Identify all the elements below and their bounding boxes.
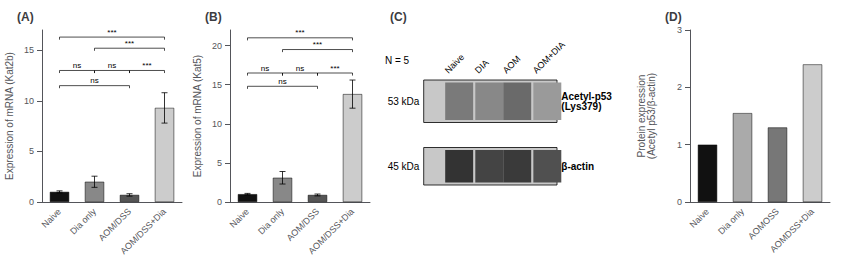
svg-text:***: *** xyxy=(142,61,151,70)
svg-text:10: 10 xyxy=(24,96,34,106)
svg-text:AOMOSS: AOMOSS xyxy=(746,206,781,241)
svg-text:Naive: Naive xyxy=(688,206,711,229)
svg-text:Dia only: Dia only xyxy=(68,206,98,236)
svg-text:Protein expression: Protein expression xyxy=(635,74,647,158)
svg-text:(B): (B) xyxy=(205,10,222,24)
svg-text:(A): (A) xyxy=(17,10,34,24)
svg-text:ns: ns xyxy=(73,61,81,70)
svg-text:53 kDa: 53 kDa xyxy=(388,96,420,107)
svg-text:***: *** xyxy=(107,28,116,37)
svg-text:Naive: Naive xyxy=(40,206,63,229)
svg-text:Naive: Naive xyxy=(228,206,251,229)
svg-text:***: *** xyxy=(295,28,304,37)
svg-text:ns: ns xyxy=(90,76,98,85)
svg-text:AOM/DSS: AOM/DSS xyxy=(97,206,133,242)
svg-text:3: 3 xyxy=(677,25,682,35)
svg-text:5: 5 xyxy=(29,146,34,156)
svg-text:β-actin: β-actin xyxy=(561,161,594,172)
svg-text:AOM/DSS+Dia: AOM/DSS+Dia xyxy=(306,206,356,256)
svg-text:Naive: Naive xyxy=(443,52,466,75)
svg-text:N = 5: N = 5 xyxy=(385,55,410,66)
svg-text:15: 15 xyxy=(24,45,34,55)
svg-text:ns: ns xyxy=(108,61,116,70)
svg-text:(D): (D) xyxy=(665,10,682,24)
svg-text:2: 2 xyxy=(677,82,682,92)
svg-text:ns: ns xyxy=(261,64,269,73)
svg-text:Expression of mRNA (Kat5): Expression of mRNA (Kat5) xyxy=(192,55,203,177)
svg-text:AOM: AOM xyxy=(501,54,523,76)
svg-text:0: 0 xyxy=(217,197,222,207)
svg-text:(Acetyl p53/β-actin): (Acetyl p53/β-actin) xyxy=(646,73,657,159)
svg-text:***: *** xyxy=(125,39,134,48)
svg-text:45 kDa: 45 kDa xyxy=(388,161,420,172)
svg-text:Acetyl-p53: Acetyl-p53 xyxy=(561,90,612,102)
svg-text:ns: ns xyxy=(296,64,304,73)
svg-text:(Lys379): (Lys379) xyxy=(561,101,601,112)
svg-text:0: 0 xyxy=(677,197,682,207)
svg-text:0: 0 xyxy=(29,197,34,207)
svg-text:15: 15 xyxy=(212,80,222,90)
svg-text:AOM/DSS+Dia: AOM/DSS+Dia xyxy=(118,206,168,256)
svg-text:20: 20 xyxy=(212,41,222,51)
svg-text:(C): (C) xyxy=(390,10,407,24)
svg-text:10: 10 xyxy=(212,119,222,129)
svg-text:ns: ns xyxy=(278,77,286,86)
svg-text:DIA: DIA xyxy=(473,58,491,76)
svg-text:AOMDSS+Dia: AOMDSS+Dia xyxy=(768,206,816,254)
svg-text:Expression of mRNA (Kat2b): Expression of mRNA (Kat2b) xyxy=(4,52,15,180)
svg-text:***: *** xyxy=(330,64,339,73)
svg-text:AOM+DIA: AOM+DIA xyxy=(531,40,567,76)
svg-text:5: 5 xyxy=(217,158,222,168)
svg-text:Dia only: Dia only xyxy=(716,206,746,236)
svg-text:AOM/DSS: AOM/DSS xyxy=(285,206,321,242)
svg-text:Dia only: Dia only xyxy=(256,206,286,236)
svg-text:1: 1 xyxy=(677,140,682,150)
svg-text:***: *** xyxy=(313,40,322,49)
